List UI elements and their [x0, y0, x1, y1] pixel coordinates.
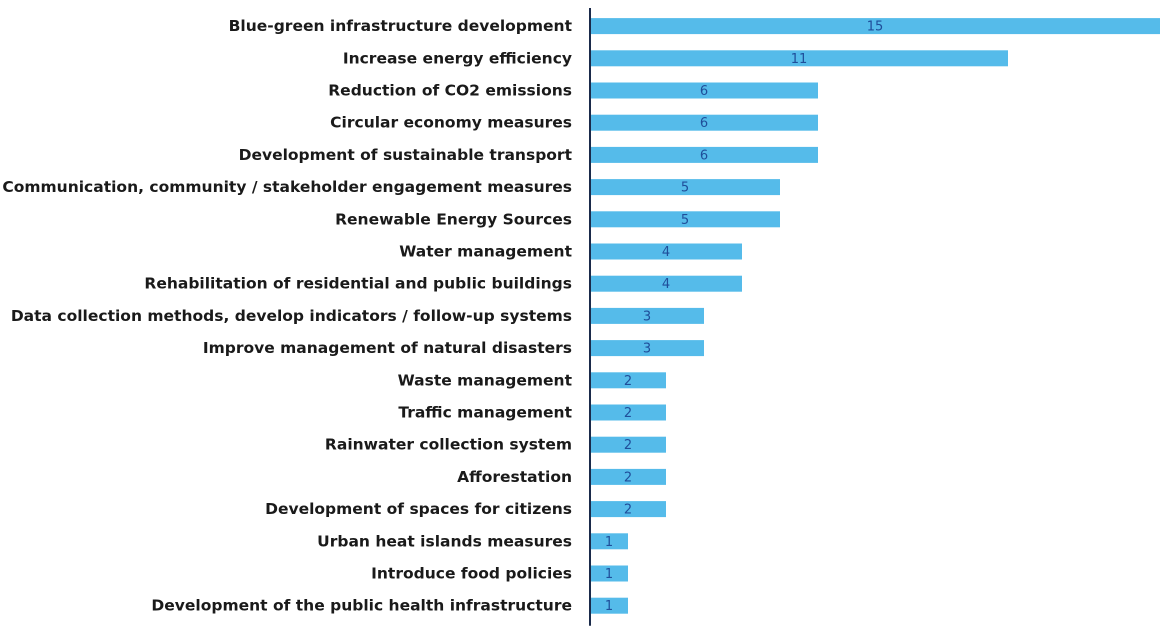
- value-label: 1: [605, 535, 613, 550]
- category-label: Urban heat islands measures: [317, 532, 572, 550]
- category-label: Afforestation: [457, 468, 572, 486]
- category-label: Circular economy measures: [330, 114, 572, 132]
- value-label: 2: [624, 406, 632, 421]
- value-label: 2: [624, 470, 632, 485]
- bar: [590, 50, 1008, 67]
- category-label: Data collection methods, develop indicat…: [11, 307, 572, 325]
- value-label: 4: [662, 245, 670, 260]
- bar: [590, 179, 780, 196]
- bar: [590, 275, 742, 292]
- value-label: 11: [791, 52, 808, 67]
- bar: [590, 18, 1160, 35]
- category-label: Development of spaces for citizens: [265, 500, 572, 518]
- bar: [590, 243, 742, 260]
- value-label: 6: [700, 84, 708, 99]
- bar: [590, 404, 666, 421]
- value-label: 3: [643, 342, 651, 357]
- bar: [590, 372, 666, 389]
- bar: [590, 436, 666, 453]
- category-label: Development of sustainable transport: [239, 146, 573, 164]
- category-label: Waste management: [398, 371, 573, 389]
- bar: [590, 211, 780, 228]
- category-label: Traffic management: [398, 404, 572, 422]
- value-label: 15: [867, 20, 884, 35]
- bar: [590, 146, 818, 163]
- bar: [590, 468, 666, 485]
- bar: [590, 597, 628, 614]
- category-label: Reduction of CO2 emissions: [328, 82, 572, 100]
- value-label: 2: [624, 503, 632, 518]
- bar: [590, 501, 666, 518]
- bar: [590, 307, 704, 324]
- value-label: 2: [624, 374, 632, 389]
- value-label: 5: [681, 213, 689, 228]
- category-label: Water management: [399, 243, 572, 261]
- value-label: 2: [624, 438, 632, 453]
- category-labels-layer: Blue-green infrastructure development Inc…: [2, 17, 572, 615]
- category-label: Introduce food policies: [371, 565, 572, 583]
- category-label: Blue-green infrastructure development: [229, 17, 573, 35]
- category-label: Communication, community / stakeholder e…: [2, 178, 572, 196]
- value-label: 4: [662, 277, 670, 292]
- value-label: 6: [700, 116, 708, 131]
- value-label: 6: [700, 148, 708, 163]
- category-label: Rehabilitation of residential and public…: [144, 275, 572, 293]
- bar: [590, 565, 628, 582]
- value-label: 1: [605, 567, 613, 582]
- bar: [590, 82, 818, 99]
- value-label: 3: [643, 309, 651, 324]
- value-label: 5: [681, 181, 689, 196]
- bars-layer: [590, 18, 1160, 614]
- category-label: Improve management of natural disasters: [203, 339, 572, 357]
- category-label: Development of the public health infrast…: [151, 597, 572, 615]
- bar: [590, 114, 818, 131]
- value-label: 1: [605, 599, 613, 614]
- category-label: Increase energy efficiency: [343, 49, 572, 67]
- bar: [590, 533, 628, 550]
- bar: [590, 340, 704, 357]
- category-label: Rainwater collection system: [325, 436, 572, 454]
- category-label: Renewable Energy Sources: [335, 210, 572, 228]
